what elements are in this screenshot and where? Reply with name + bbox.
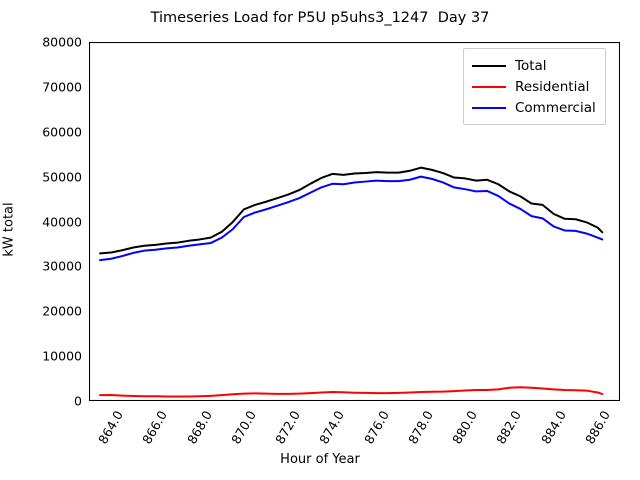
- legend-label-commercial: Commercial: [515, 99, 596, 116]
- y-tick-label: 30000: [42, 258, 82, 274]
- legend-item-total: Total: [472, 55, 596, 76]
- plot-area: [89, 42, 620, 401]
- x-axis-label: Hour of Year: [280, 452, 360, 467]
- y-tick-label: 40000: [42, 214, 82, 229]
- series-line-commercial: [99, 175, 604, 262]
- y-tick-label: 10000: [42, 348, 82, 364]
- y-tick-label: 20000: [42, 303, 82, 319]
- chart-title: Timeseries Load for P5U p5uhs3_1247 Day …: [150, 10, 490, 26]
- y-tick-label: 0: [74, 393, 82, 409]
- legend-item-commercial: Commercial: [472, 97, 596, 118]
- legend-swatch-commercial: [472, 106, 506, 109]
- chart-legend: Total Residential Commercial: [463, 48, 606, 125]
- y-tick-label: 80000: [42, 34, 82, 50]
- legend-label-residential: Residential: [515, 78, 590, 95]
- legend-swatch-total: [472, 64, 506, 67]
- plot-lines: [89, 42, 620, 401]
- y-axis-tick-labels: 0 10000 20000 30000 40000 50000 60000 70000 8000…: [0, 0, 82, 480]
- y-tick-label: 70000: [42, 79, 82, 95]
- legend-swatch-residential: [472, 85, 506, 88]
- plot-frame: [89, 42, 620, 401]
- y-axis-label: kW total: [1, 202, 17, 257]
- y-tick-label: 50000: [42, 169, 82, 185]
- y-tick-label: 60000: [42, 124, 82, 140]
- series-line-residential: [99, 386, 604, 398]
- series-line-total: [99, 166, 604, 255]
- legend-item-residential: Residential: [472, 76, 596, 97]
- legend-label-total: Total: [515, 57, 547, 74]
